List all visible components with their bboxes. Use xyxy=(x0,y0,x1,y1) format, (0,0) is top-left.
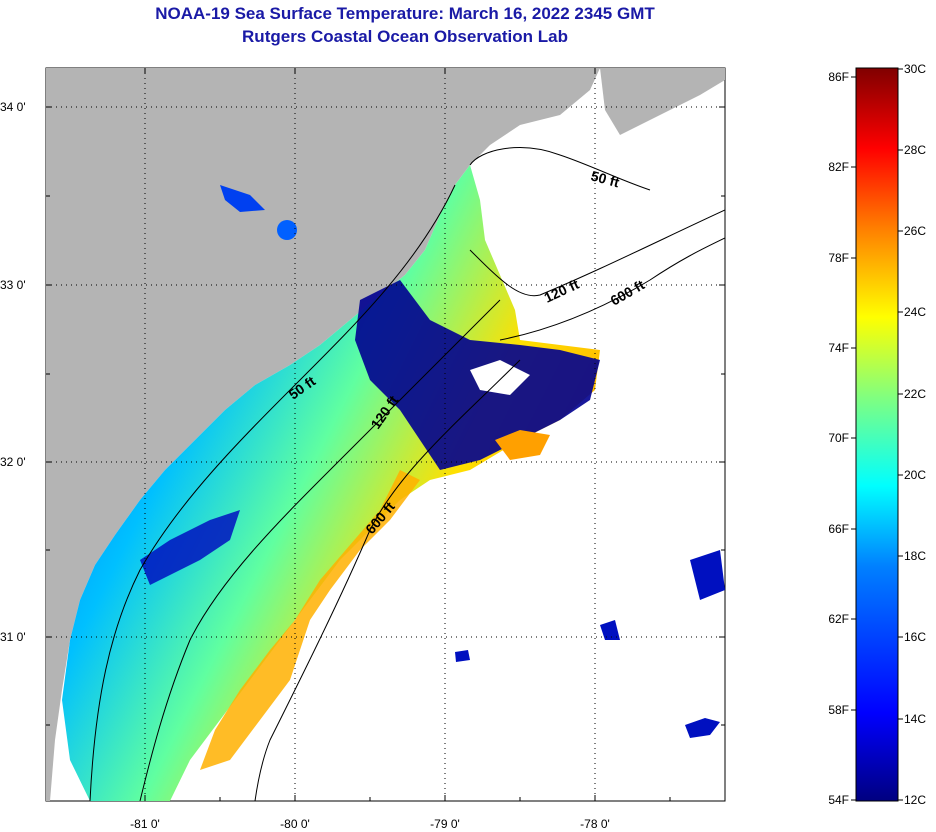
colorbar-c-label: 12C xyxy=(904,793,926,807)
colorbar-c-label: 30C xyxy=(904,62,926,76)
colorbar-c-label: 18C xyxy=(904,549,926,563)
colorbar-c-label: 16C xyxy=(904,630,926,644)
colorbar-f-label: 70F xyxy=(828,431,849,445)
lon-label: -79 0' xyxy=(430,817,460,831)
colorbar-f-label: 82F xyxy=(828,160,849,174)
colorbar-c-label: 14C xyxy=(904,712,926,726)
colorbar-c-label: 24C xyxy=(904,305,926,319)
colorbar-f-label: 74F xyxy=(828,341,849,355)
lat-label: 34 0' xyxy=(0,100,26,114)
sst-spot-6 xyxy=(455,650,470,662)
colorbar-c-label: 22C xyxy=(904,387,926,401)
lon-label: -80 0' xyxy=(280,817,310,831)
colorbar-f-label: 58F xyxy=(828,703,849,717)
colorbar-f-label: 86F xyxy=(828,70,849,84)
lat-label: 32 0' xyxy=(0,455,26,469)
colorbar-f-label: 62F xyxy=(828,612,849,626)
colorbar-f-label: 66F xyxy=(828,522,849,536)
colorbar-f-label: 54F xyxy=(828,793,849,807)
sst-spot-1 xyxy=(277,220,297,240)
colorbar xyxy=(856,68,898,801)
lon-label: -78 0' xyxy=(580,817,610,831)
colorbar-c-label: 20C xyxy=(904,468,926,482)
lat-label: 31 0' xyxy=(0,630,26,644)
colorbar-c-label: 26C xyxy=(904,224,926,238)
lat-label: 33 0' xyxy=(0,278,26,292)
colorbar-f-label: 78F xyxy=(828,251,849,265)
colorbar-c-label: 28C xyxy=(904,143,926,157)
lon-label: -81 0' xyxy=(130,817,160,831)
